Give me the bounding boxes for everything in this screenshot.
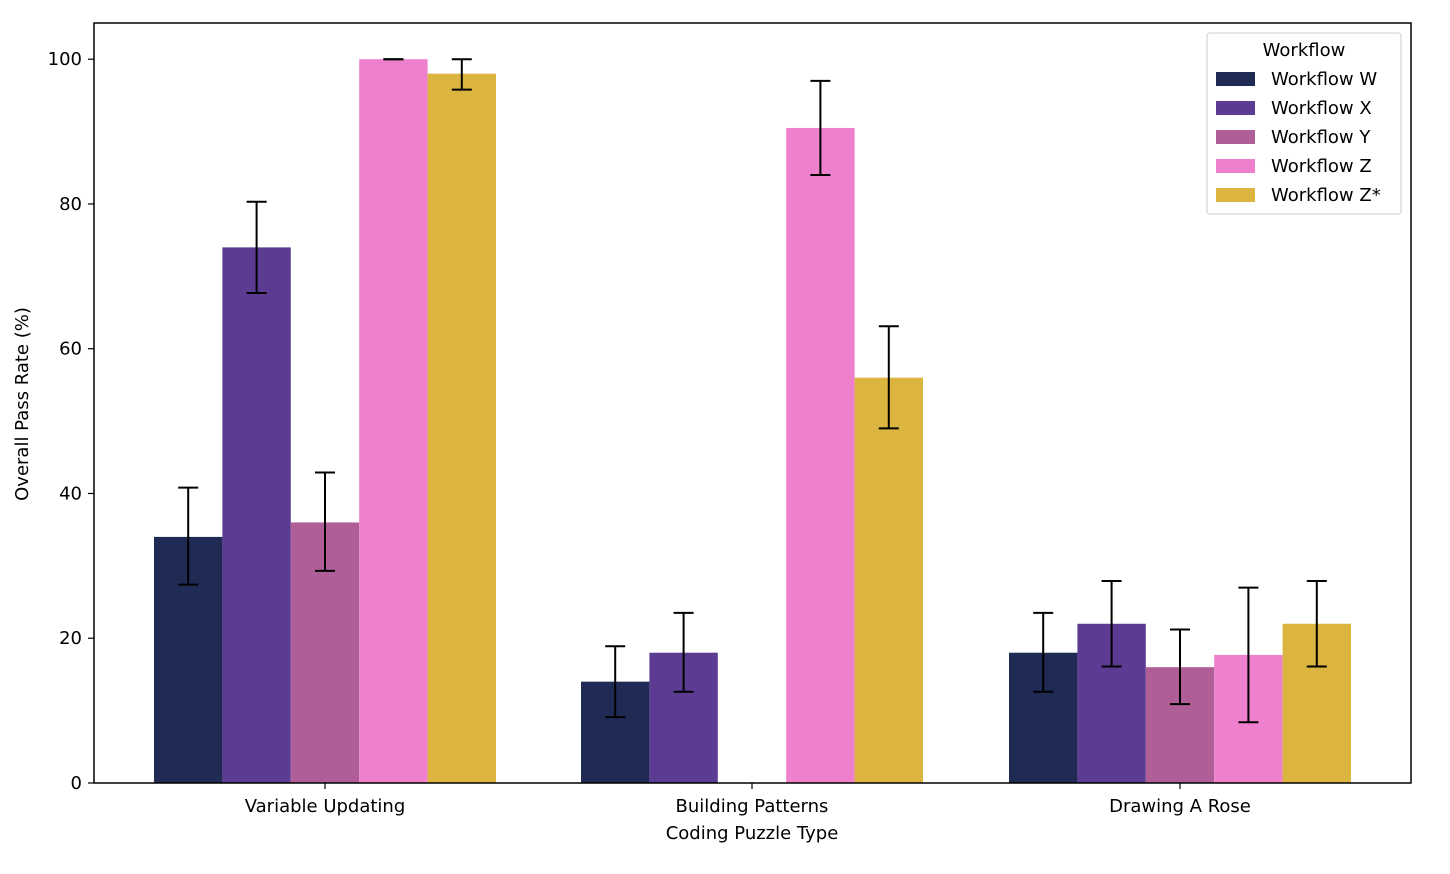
y-tick-label-0: 0 (71, 773, 82, 794)
x-tick-label-1: Building Patterns (676, 796, 829, 817)
legend-swatch (1216, 159, 1255, 173)
y-tick-label-40: 40 (59, 483, 82, 504)
bar-workflow-x-0 (222, 247, 291, 783)
y-tick-label-60: 60 (59, 339, 82, 360)
errorbars-layer (178, 58, 1327, 724)
legend-label: Workflow Y (1271, 127, 1371, 148)
bar-workflow-z-star-1 (854, 377, 923, 783)
errorbar-workflow-x-2 (1101, 580, 1122, 668)
legend-swatch (1216, 130, 1255, 144)
y-tick-label-20: 20 (59, 628, 82, 649)
y-tick-label-80: 80 (59, 194, 82, 215)
errorbar-workflow-z-2 (1238, 586, 1259, 724)
legend-item-workflow-w: Workflow W (1216, 69, 1377, 90)
legend-label: Workflow Z (1271, 156, 1372, 177)
legend-item-workflow-x: Workflow X (1216, 98, 1372, 119)
y-axis-title: Overall Pass Rate (%) (12, 307, 33, 501)
legend-items: Workflow W Workflow X Workflow Y Workflow Z… (1216, 69, 1381, 206)
errorbar-workflow-y-2 (1170, 628, 1190, 706)
legend-item-workflow-y: Workflow Y (1216, 127, 1371, 148)
y-tick-label-100: 100 (48, 49, 82, 70)
errorbar-workflow-z-star-0 (451, 58, 472, 91)
legend-label: Workflow X (1271, 98, 1372, 119)
x-tick-label-2: Drawing A Rose (1109, 796, 1251, 817)
bar-workflow-z-star-0 (427, 73, 496, 784)
x-axis-title: Coding Puzzle Type (666, 823, 839, 844)
legend-frame (1206, 32, 1402, 215)
errorbar-workflow-z-star-2 (1306, 580, 1327, 668)
axes-layer: 0 20 40 60 80 100 Variable Updating Building Pa… (48, 22, 1412, 817)
x-tick-label-0: Variable Updating (245, 796, 406, 817)
errorbar-workflow-y-0 (315, 471, 335, 572)
errorbar-workflow-z-star-1 (878, 325, 899, 430)
legend-swatch (1216, 101, 1255, 115)
bars-layer (154, 59, 1351, 784)
legend-label: Workflow W (1271, 69, 1377, 90)
legend-swatch (1216, 72, 1255, 86)
legend-title: Workflow (1263, 40, 1346, 61)
legend-item-workflow-z-star: Workflow Z* (1216, 185, 1381, 206)
errorbar-workflow-w-1 (605, 645, 626, 719)
errorbar-workflow-x-1 (673, 611, 694, 693)
bar-workflow-z-0 (359, 59, 428, 783)
errorbar-workflow-z-1 (810, 79, 831, 176)
legend-swatch (1216, 188, 1255, 202)
errorbar-workflow-w-0 (178, 486, 199, 586)
errorbar-workflow-x-0 (246, 200, 267, 294)
bar-workflow-z-1 (786, 127, 855, 783)
errorbar-workflow-w-2 (1033, 611, 1054, 693)
legend-item-workflow-z: Workflow Z (1216, 156, 1372, 177)
legend-label: Workflow Z* (1271, 185, 1381, 206)
